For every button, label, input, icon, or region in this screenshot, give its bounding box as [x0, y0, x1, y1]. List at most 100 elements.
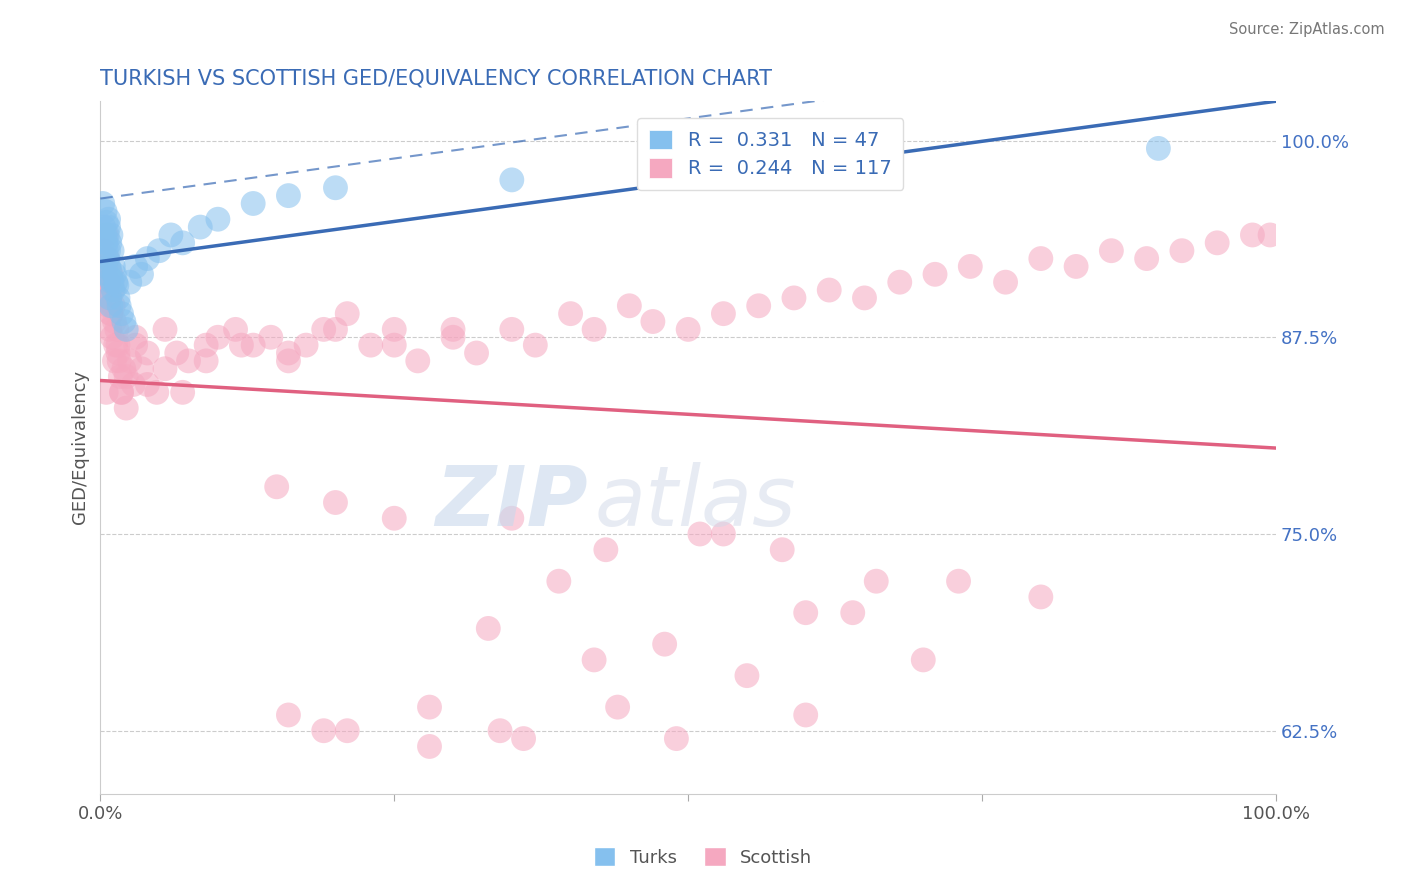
Legend: Turks, Scottish: Turks, Scottish [586, 840, 820, 874]
Point [641, 314, 664, 328]
Point [91, 196, 114, 211]
Point [107, 346, 129, 360]
Point [98, 291, 121, 305]
Point [735, 668, 758, 682]
Point [242, 338, 264, 352]
Legend: R =  0.331   N = 47, R =  0.244   N = 117: R = 0.331 N = 47, R = 0.244 N = 117 [637, 118, 904, 190]
Point [277, 188, 299, 202]
Point [108, 354, 131, 368]
Point [98, 262, 121, 277]
Point [97, 260, 120, 274]
Point [501, 511, 523, 525]
Point [97, 212, 120, 227]
Point [100, 272, 122, 286]
Point [676, 322, 699, 336]
Point [110, 307, 132, 321]
Point [172, 385, 194, 400]
Point [136, 346, 159, 360]
Point [1171, 244, 1194, 258]
Point [277, 708, 299, 723]
Point [501, 173, 523, 187]
Point [606, 700, 628, 714]
Point [103, 314, 125, 328]
Y-axis label: GED/Equivalency: GED/Equivalency [72, 370, 89, 524]
Point [118, 354, 141, 368]
Point [136, 252, 159, 266]
Point [115, 322, 138, 336]
Point [195, 338, 218, 352]
Point [418, 739, 440, 754]
Point [336, 307, 359, 321]
Point [107, 291, 129, 305]
Point [100, 268, 122, 282]
Point [312, 322, 335, 336]
Point [441, 330, 464, 344]
Point [115, 401, 138, 415]
Point [794, 157, 817, 171]
Point [225, 322, 247, 336]
Point [96, 227, 118, 242]
Point [1147, 141, 1170, 155]
Point [959, 260, 981, 274]
Point [100, 307, 122, 321]
Point [100, 307, 122, 321]
Point [360, 338, 382, 352]
Point [336, 723, 359, 738]
Point [295, 338, 318, 352]
Point [713, 307, 735, 321]
Point [96, 252, 118, 266]
Point [105, 278, 128, 293]
Point [96, 215, 118, 229]
Point [97, 275, 120, 289]
Point [583, 322, 606, 336]
Point [98, 322, 121, 336]
Point [842, 606, 865, 620]
Point [96, 268, 118, 282]
Point [96, 252, 118, 266]
Point [654, 637, 676, 651]
Point [96, 260, 118, 274]
Point [96, 291, 118, 305]
Point [770, 542, 793, 557]
Point [94, 275, 117, 289]
Point [524, 338, 547, 352]
Point [665, 731, 688, 746]
Point [277, 346, 299, 360]
Point [382, 322, 405, 336]
Point [101, 330, 124, 344]
Point [1064, 260, 1087, 274]
Point [172, 235, 194, 250]
Point [441, 322, 464, 336]
Text: atlas: atlas [595, 462, 796, 543]
Point [477, 622, 499, 636]
Point [595, 542, 617, 557]
Point [101, 283, 124, 297]
Text: ZIP: ZIP [436, 462, 588, 543]
Point [112, 314, 135, 328]
Point [994, 275, 1017, 289]
Point [924, 268, 946, 282]
Point [560, 307, 582, 321]
Point [110, 369, 132, 384]
Point [207, 212, 229, 227]
Point [136, 377, 159, 392]
Point [104, 275, 127, 289]
Point [583, 653, 606, 667]
Point [794, 606, 817, 620]
Point [418, 700, 440, 714]
Point [124, 338, 146, 352]
Point [382, 338, 405, 352]
Point [242, 196, 264, 211]
Point [108, 299, 131, 313]
Point [325, 322, 347, 336]
Point [260, 330, 283, 344]
Point [124, 330, 146, 344]
Point [512, 731, 534, 746]
Point [489, 723, 512, 738]
Point [112, 361, 135, 376]
Point [160, 227, 183, 242]
Point [94, 227, 117, 242]
Point [1029, 590, 1052, 604]
Point [153, 322, 176, 336]
Point [153, 361, 176, 376]
